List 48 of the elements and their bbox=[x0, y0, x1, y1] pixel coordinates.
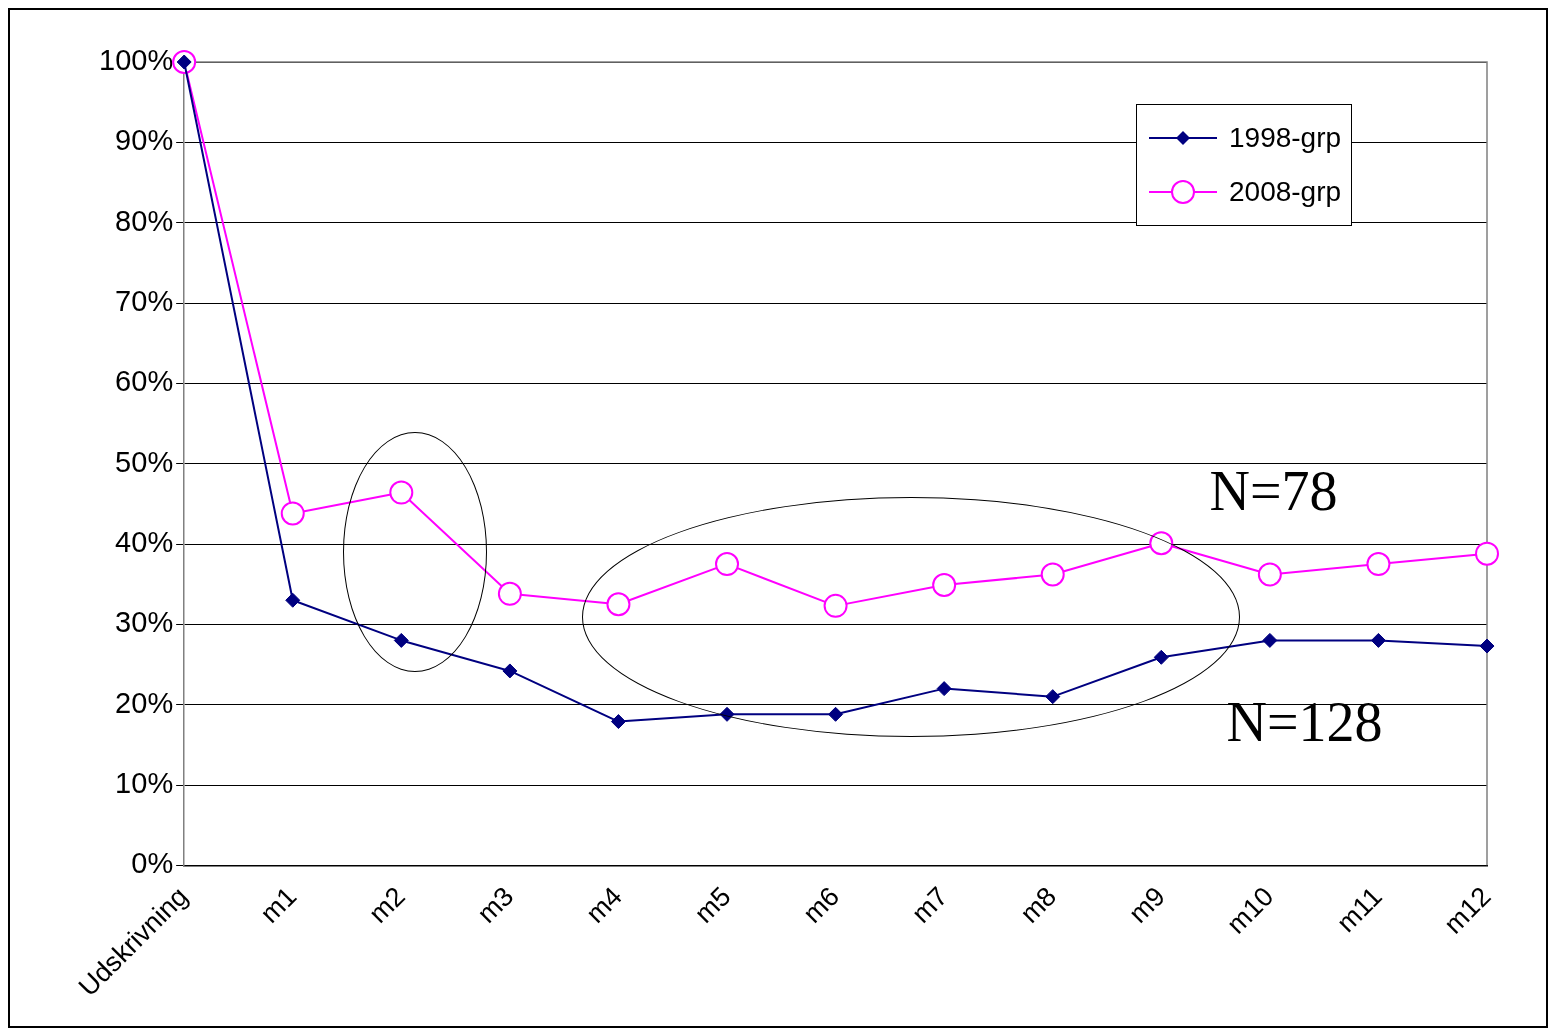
x-tick-label: m7 bbox=[905, 881, 954, 929]
x-tick-label: m8 bbox=[1014, 881, 1063, 929]
y-tick-label: 100% bbox=[99, 44, 174, 76]
x-tick-label: m5 bbox=[688, 881, 737, 929]
legend-label: 1998-grp bbox=[1229, 122, 1342, 154]
point bbox=[715, 552, 740, 577]
point bbox=[1257, 562, 1282, 587]
x-tick-label: m11 bbox=[1331, 881, 1388, 939]
point bbox=[828, 706, 844, 722]
y-tick-label: 80% bbox=[115, 204, 174, 237]
point bbox=[389, 480, 414, 505]
y-tick-label: 0% bbox=[131, 847, 174, 880]
point bbox=[1366, 552, 1391, 577]
point bbox=[502, 663, 518, 679]
point bbox=[610, 714, 626, 730]
point bbox=[280, 501, 305, 526]
y-tick-label: 50% bbox=[115, 445, 174, 478]
point bbox=[823, 593, 848, 618]
point bbox=[1040, 562, 1065, 587]
point bbox=[1149, 531, 1174, 556]
x-tick-label: m9 bbox=[1123, 881, 1171, 929]
point bbox=[1370, 632, 1386, 648]
point bbox=[1475, 541, 1499, 566]
point bbox=[497, 581, 522, 606]
point bbox=[285, 592, 301, 608]
x-tick-label: m3 bbox=[471, 881, 520, 929]
point bbox=[1479, 638, 1495, 654]
x-tick-label: m2 bbox=[363, 881, 411, 929]
legend-label: 2008-grp bbox=[1229, 176, 1342, 208]
annotation: N=78 bbox=[1209, 459, 1338, 522]
annotation: N=128 bbox=[1226, 691, 1383, 754]
x-tick-label: m6 bbox=[797, 881, 846, 929]
y-tick-label: 30% bbox=[115, 606, 174, 639]
y-tick-label: 40% bbox=[115, 526, 174, 559]
y-tick-label: 10% bbox=[115, 767, 174, 800]
point bbox=[606, 592, 631, 617]
point bbox=[1153, 649, 1169, 665]
point bbox=[393, 632, 409, 648]
y-tick-label: 90% bbox=[115, 124, 174, 157]
y-tick-label: 70% bbox=[115, 285, 174, 318]
point bbox=[936, 681, 952, 697]
point bbox=[932, 572, 957, 597]
x-tick-label: m4 bbox=[580, 881, 628, 929]
y-tick-label: 60% bbox=[115, 365, 174, 398]
y-tick-label: 20% bbox=[115, 686, 174, 719]
point bbox=[1262, 632, 1278, 648]
point bbox=[1045, 689, 1061, 705]
x-tick-label: m1 bbox=[254, 881, 303, 929]
